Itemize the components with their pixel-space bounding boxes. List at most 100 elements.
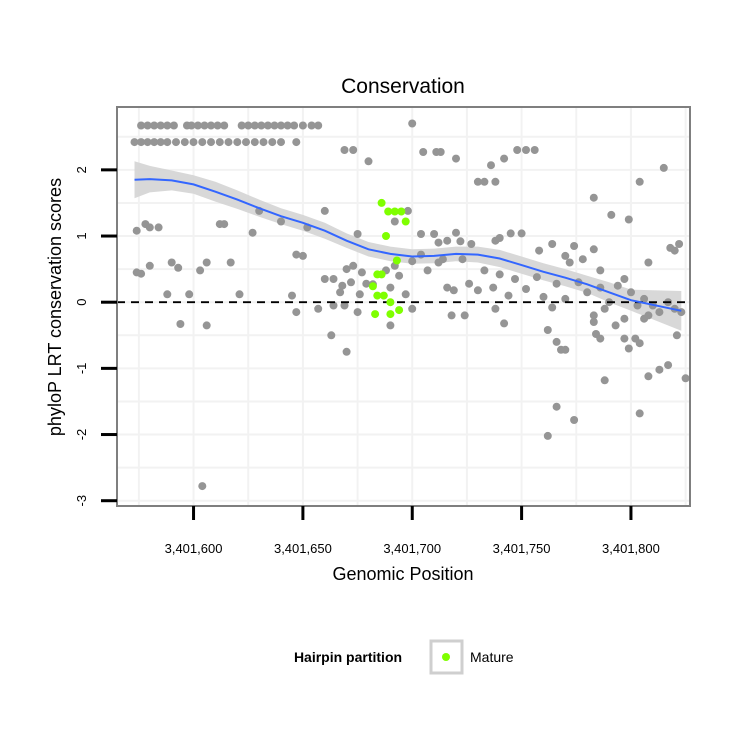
data-point-other xyxy=(145,261,154,270)
data-point-other xyxy=(465,279,474,288)
data-point-other xyxy=(355,290,364,299)
data-point-other xyxy=(511,275,519,283)
data-point-other xyxy=(154,223,163,232)
data-point-other xyxy=(290,121,299,130)
data-point-other xyxy=(156,138,165,147)
mature-points xyxy=(368,198,410,319)
data-point-mature xyxy=(392,256,401,265)
data-point-other xyxy=(620,314,629,323)
data-point-other xyxy=(635,409,644,418)
data-point-other xyxy=(314,121,323,130)
data-point-other xyxy=(539,292,548,301)
data-point-other xyxy=(589,318,598,326)
x-tick-label: 3,401,700 xyxy=(383,541,441,556)
data-point-other xyxy=(607,210,616,219)
data-point-other xyxy=(500,319,509,328)
data-point-other xyxy=(193,121,202,130)
data-point-other xyxy=(329,275,338,283)
data-point-other xyxy=(143,121,152,130)
data-point-other xyxy=(163,138,172,147)
data-point-other xyxy=(150,121,159,130)
data-point-mature xyxy=(397,207,406,216)
data-point-other xyxy=(200,121,209,130)
data-point-other xyxy=(207,121,215,130)
data-point-other xyxy=(353,308,362,317)
data-point-mature xyxy=(377,198,386,207)
panel-background xyxy=(117,107,690,506)
x-tick-label: 3,401,800 xyxy=(602,541,660,556)
data-point-other xyxy=(627,288,635,297)
data-point-mature xyxy=(384,207,393,216)
data-point-other xyxy=(578,255,587,264)
other-points xyxy=(130,119,690,491)
data-point-other xyxy=(257,121,266,130)
data-point-other xyxy=(640,314,649,323)
data-point-other xyxy=(655,365,664,374)
data-point-other xyxy=(491,304,500,313)
data-point-other xyxy=(458,255,467,264)
data-point-other xyxy=(207,138,215,147)
data-point-other xyxy=(185,290,194,299)
data-point-other xyxy=(347,278,355,287)
data-point-other xyxy=(143,138,152,147)
data-point-other xyxy=(226,258,235,267)
data-point-other xyxy=(145,223,154,232)
data-point-other xyxy=(659,163,668,172)
x-axis-title: Genomic Position xyxy=(332,564,473,584)
data-point-other xyxy=(600,376,609,385)
data-point-other xyxy=(600,304,609,313)
x-tick-label: 3,401,650 xyxy=(274,541,332,556)
data-point-other xyxy=(220,220,229,229)
data-point-other xyxy=(664,361,673,370)
data-point-other xyxy=(338,281,347,290)
data-point-mature xyxy=(382,232,390,240)
data-point-mature xyxy=(390,207,399,216)
data-point-other xyxy=(408,119,417,128)
data-point-other xyxy=(655,308,664,317)
data-point-other xyxy=(403,206,412,215)
data-point-other xyxy=(259,138,268,147)
data-point-other xyxy=(233,138,242,147)
data-point-other xyxy=(517,229,526,238)
data-point-other xyxy=(169,121,178,130)
data-point-other xyxy=(644,372,653,381)
data-point-mature xyxy=(386,298,395,307)
data-point-mature xyxy=(373,291,382,300)
data-point-other xyxy=(436,148,445,156)
data-point-other xyxy=(401,290,410,299)
data-point-other xyxy=(473,177,482,186)
data-point-other xyxy=(189,138,198,147)
data-point-other xyxy=(495,270,504,279)
data-point-other xyxy=(320,275,329,283)
data-point-other xyxy=(589,311,598,320)
data-point-other xyxy=(548,303,557,312)
data-point-other xyxy=(561,345,570,354)
data-point-other xyxy=(530,146,539,154)
data-point-other xyxy=(132,226,141,235)
data-point-other xyxy=(163,121,172,130)
data-point-mature xyxy=(379,291,388,300)
data-point-other xyxy=(250,121,259,130)
data-point-mature xyxy=(395,306,404,315)
data-point-other xyxy=(198,482,207,491)
data-point-other xyxy=(327,331,336,340)
data-point-other xyxy=(172,138,180,147)
data-point-other xyxy=(543,431,552,440)
data-point-other xyxy=(589,245,598,254)
data-point-other xyxy=(277,121,285,130)
data-point-other xyxy=(633,301,642,310)
data-point-other xyxy=(495,234,504,242)
data-point-other xyxy=(565,258,574,267)
data-point-other xyxy=(150,138,159,147)
data-point-other xyxy=(452,228,460,237)
y-tick-label: 1 xyxy=(74,232,89,239)
data-point-other xyxy=(452,154,460,163)
data-point-other xyxy=(500,154,509,163)
data-point-other xyxy=(535,246,544,255)
data-point-other xyxy=(349,146,358,154)
data-point-other xyxy=(242,138,250,147)
data-point-other xyxy=(408,304,417,313)
data-point-other xyxy=(473,286,482,295)
y-axis: -3 -2 -1 0 1 2 xyxy=(74,166,117,506)
data-point-other xyxy=(570,416,579,424)
